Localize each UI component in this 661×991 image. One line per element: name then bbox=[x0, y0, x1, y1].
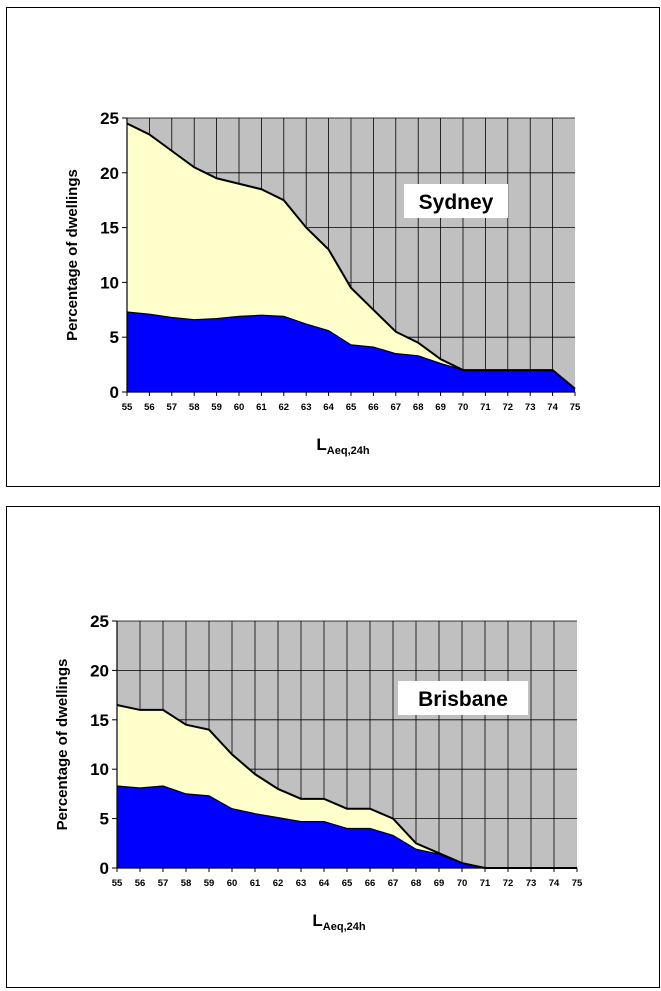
x-tick-label: 61 bbox=[256, 402, 267, 413]
x-tick-label: 75 bbox=[572, 878, 583, 889]
x-tick-label: 65 bbox=[346, 402, 357, 413]
x-axis-label-main: L bbox=[316, 435, 326, 454]
sydney-title: Sydney bbox=[419, 191, 494, 214]
x-tick-label: 70 bbox=[457, 878, 468, 889]
x-tick-label: 66 bbox=[368, 402, 379, 413]
x-tick-label: 62 bbox=[279, 402, 290, 413]
x-tick-label: 59 bbox=[211, 402, 222, 413]
x-axis-label-main: L bbox=[312, 911, 322, 930]
x-tick-label: 72 bbox=[503, 878, 514, 889]
x-tick-label: 55 bbox=[112, 878, 123, 889]
x-tick-label: 73 bbox=[526, 878, 537, 889]
x-tick-label: 57 bbox=[158, 878, 169, 889]
y-tick-label: 5 bbox=[110, 328, 119, 347]
area-lower bbox=[127, 311, 575, 392]
y-tick-label: 15 bbox=[100, 219, 119, 238]
x-tick-label: 74 bbox=[547, 402, 558, 413]
y-tick-label: 10 bbox=[100, 273, 119, 292]
x-tick-label: 58 bbox=[181, 878, 192, 889]
x-tick-label: 61 bbox=[250, 878, 261, 889]
x-tick-label: 57 bbox=[167, 402, 178, 413]
x-tick-label: 60 bbox=[227, 878, 238, 889]
x-axis-label-sub: Aeq,24h bbox=[323, 921, 366, 933]
x-tick-label: 69 bbox=[435, 402, 446, 413]
x-tick-label: 56 bbox=[144, 402, 155, 413]
x-tick-label: 63 bbox=[296, 878, 307, 889]
x-tick-label: 55 bbox=[122, 402, 133, 413]
brisbane-title-box bbox=[398, 681, 528, 715]
y-tick-label: 20 bbox=[90, 661, 109, 680]
brisbane-chart-panel: 0 5 10 15 20 25 55 56 57 58 59 60 61 62 63 64 65 66 67 68 69… bbox=[6, 506, 660, 988]
x-tick-label: 73 bbox=[525, 402, 536, 413]
x-axis-label-sub: Aeq,24h bbox=[327, 445, 370, 457]
x-tick-label: 59 bbox=[204, 878, 215, 889]
y-tick-label: 0 bbox=[110, 383, 119, 402]
x-tick-label: 62 bbox=[273, 878, 284, 889]
x-tick-label: 66 bbox=[365, 878, 376, 889]
y-tick-label: 25 bbox=[100, 109, 119, 128]
x-tick-label: 64 bbox=[319, 878, 330, 889]
sydney-title-box bbox=[404, 184, 508, 218]
x-axis-label: LAeq,24h bbox=[312, 911, 365, 933]
y-tick-label: 25 bbox=[90, 612, 109, 631]
x-tick-label: 71 bbox=[480, 402, 491, 413]
y-tick-label: 10 bbox=[90, 760, 109, 779]
x-tick-label: 75 bbox=[570, 402, 581, 413]
x-tick-label: 65 bbox=[342, 878, 353, 889]
x-tick-label: 63 bbox=[301, 402, 312, 413]
y-tick-label: 5 bbox=[100, 810, 109, 829]
y-tick-label: 20 bbox=[100, 164, 119, 183]
x-axis-label: LAeq,24h bbox=[316, 435, 369, 457]
y-axis-label: Percentage of dwellings bbox=[64, 169, 81, 341]
x-tick-label: 67 bbox=[388, 878, 399, 889]
series-line-lower bbox=[126, 311, 576, 390]
x-tick-label: 58 bbox=[189, 402, 200, 413]
x-tick-label: 56 bbox=[135, 878, 146, 889]
y-tick-label: 0 bbox=[100, 859, 109, 878]
brisbane-chart: 0 5 10 15 20 25 55 56 57 58 59 60 61 62 63 64 65 66 67 68 69… bbox=[54, 612, 583, 933]
x-tick-label: 74 bbox=[549, 878, 560, 889]
x-tick-label: 72 bbox=[503, 402, 514, 413]
area-lower bbox=[117, 785, 577, 868]
sydney-chart: 0 5 10 15 20 25 55 56 57 58 59 60 61 62 63 64 65 66 67 68 69… bbox=[64, 109, 581, 457]
y-tick-label: 15 bbox=[90, 711, 109, 730]
x-tick-label: 60 bbox=[234, 402, 245, 413]
x-tick-label: 68 bbox=[411, 878, 422, 889]
sydney-chart-panel: 0 5 10 15 20 25 55 56 57 58 59 60 61 62 63 64 65 66 67 68 69… bbox=[6, 7, 660, 487]
x-tick-label: 64 bbox=[323, 402, 334, 413]
x-tick-label: 69 bbox=[434, 878, 445, 889]
x-tick-label: 67 bbox=[391, 402, 402, 413]
brisbane-title: Brisbane bbox=[418, 688, 508, 711]
y-axis-label: Percentage of dwellings bbox=[54, 659, 71, 831]
x-tick-label: 71 bbox=[480, 878, 491, 889]
x-tick-label: 68 bbox=[413, 402, 424, 413]
x-tick-label: 70 bbox=[458, 402, 469, 413]
